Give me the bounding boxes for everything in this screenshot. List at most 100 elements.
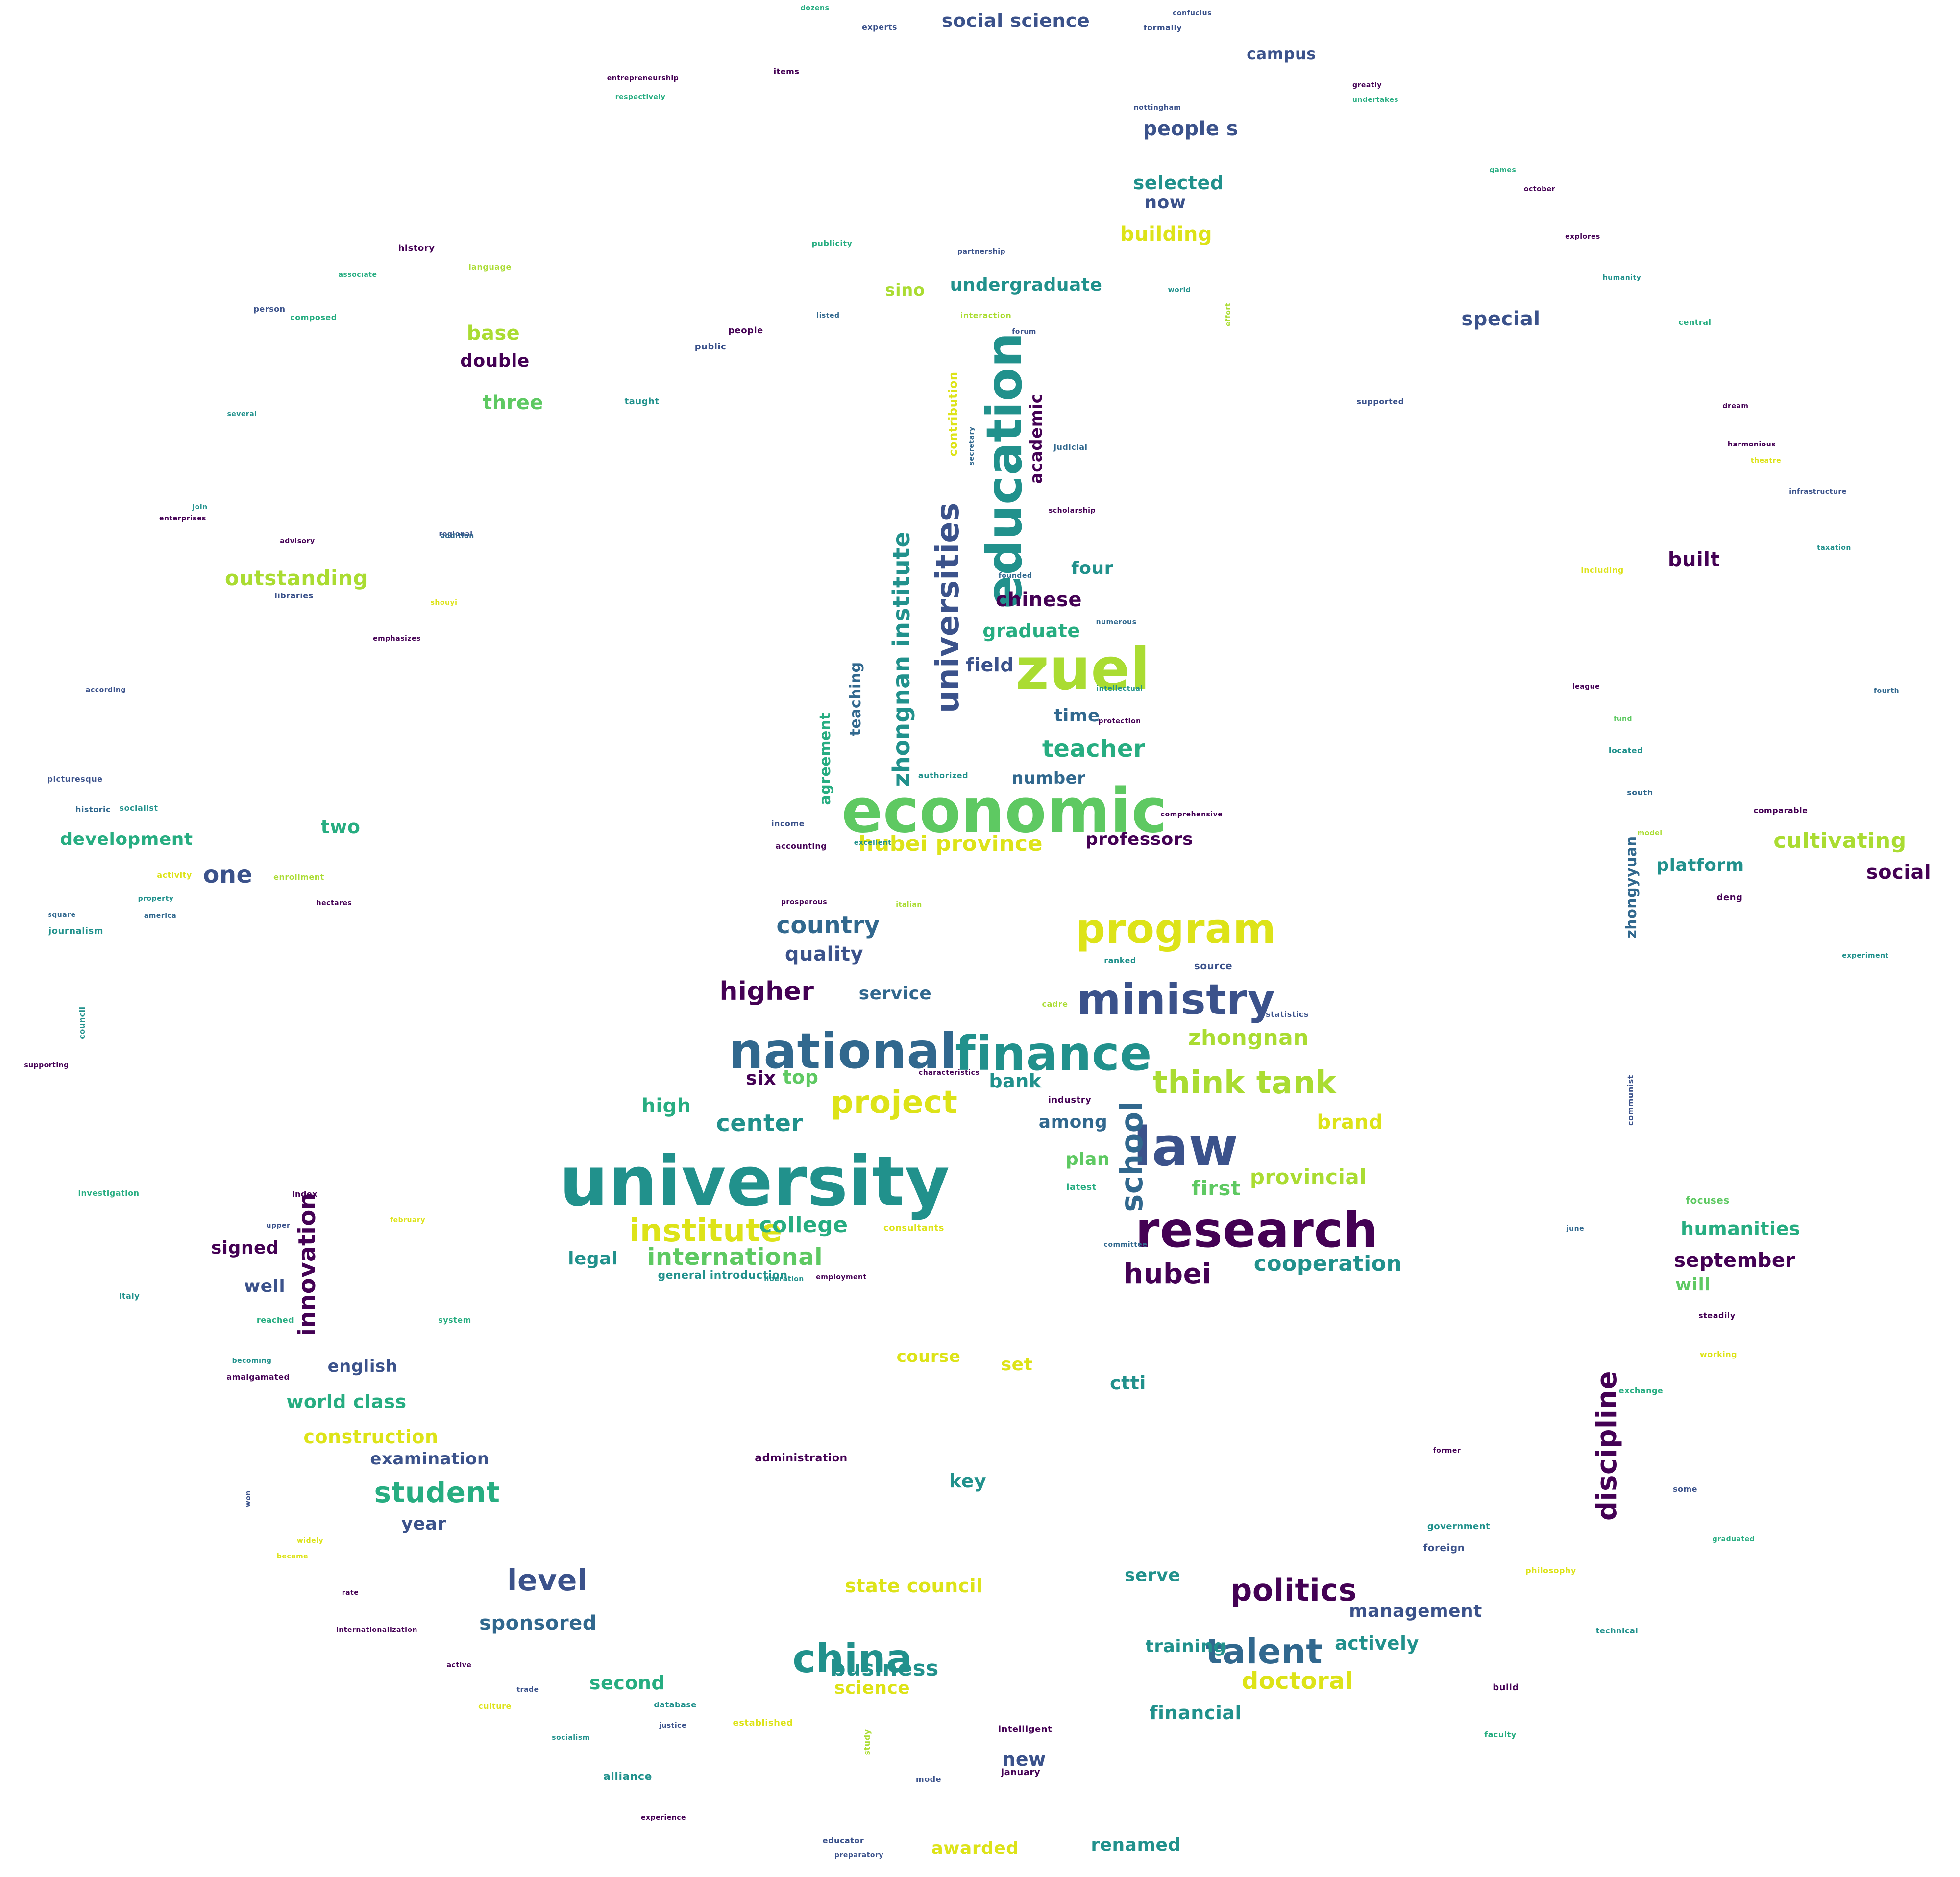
word-three: three (482, 392, 544, 414)
word-central: central (1678, 318, 1712, 327)
word-items: items (773, 67, 800, 76)
word-taxation: taxation (1817, 544, 1851, 552)
word-partnership: partnership (957, 248, 1006, 256)
word-shouyi: shouyi (430, 599, 458, 607)
word-new: new (1002, 1749, 1046, 1770)
word-widely: widely (296, 1537, 324, 1545)
word-legal: legal (568, 1249, 618, 1269)
word-zhongyyuan: zhongyyuan (1623, 836, 1640, 938)
word-first: first (1191, 1176, 1241, 1200)
word-person: person (253, 304, 286, 314)
word-authorized: authorized (918, 771, 969, 780)
word-foreign: foreign (1423, 1542, 1465, 1554)
word-harmonious: harmonious (1727, 441, 1776, 448)
word-numerous: numerous (1096, 618, 1137, 626)
word-cooperation: cooperation (1253, 1251, 1402, 1276)
word-employment: employment (816, 1273, 867, 1281)
word-steadily: steadily (1698, 1311, 1736, 1320)
word-consultants: consultants (883, 1223, 944, 1233)
word-zhongnan: zhongnan (1188, 1025, 1309, 1050)
word-field: field (965, 654, 1014, 676)
word-law: law (1133, 1115, 1239, 1178)
word-publicity: publicity (811, 239, 853, 248)
word-trade: trade (516, 1686, 539, 1694)
word-culture: culture (478, 1702, 512, 1711)
word-interaction: interaction (960, 311, 1012, 320)
word-china: china (792, 1636, 913, 1681)
word-nottingham: nottingham (1133, 104, 1181, 112)
word-secretary: secretary (968, 426, 976, 466)
word-language: language (468, 262, 512, 272)
word-council: council (77, 1006, 87, 1039)
word-special: special (1461, 308, 1541, 330)
word-higher: higher (719, 977, 814, 1006)
word-zuel: zuel (1015, 635, 1151, 703)
word-model: model (1637, 829, 1663, 837)
word-libraries: libraries (274, 591, 314, 600)
word-general-introduction: general introduction (658, 1269, 788, 1282)
word-picturesque: picturesque (47, 774, 103, 784)
word-country: country (776, 912, 880, 939)
word-associate: associate (338, 271, 377, 279)
word-characteristics: characteristics (918, 1069, 980, 1077)
word-communist: communist (1626, 1075, 1635, 1126)
word-upper: upper (266, 1222, 291, 1230)
word-universities: universities (930, 502, 966, 713)
word-administration: administration (755, 1452, 848, 1464)
word-six: six (746, 1067, 776, 1089)
word-theatre: theatre (1750, 457, 1782, 465)
word-league: league (1572, 683, 1600, 691)
word-base: base (466, 322, 520, 345)
word-service: service (858, 984, 932, 1004)
word-income: income (771, 819, 805, 828)
word-hubei: hubei (1124, 1258, 1212, 1290)
word-sponsored: sponsored (479, 1612, 597, 1634)
word-experience: experience (640, 1814, 686, 1822)
word-serve: serve (1125, 1565, 1180, 1585)
word-february: february (390, 1216, 425, 1224)
word-chinese: chinese (996, 589, 1082, 611)
word-public: public (694, 342, 727, 352)
word-history: history (398, 243, 435, 253)
word-respectively: respectively (615, 93, 666, 101)
word-games: games (1489, 166, 1517, 174)
word-graduate: graduate (982, 620, 1080, 642)
word-will: will (1675, 1275, 1711, 1295)
word-advisory: advisory (280, 537, 315, 545)
word-course: course (896, 1347, 961, 1366)
word-professors: professors (1085, 829, 1194, 849)
word-committee: committee (1103, 1241, 1148, 1249)
word-established: established (733, 1718, 793, 1728)
word-italy: italy (119, 1291, 140, 1301)
word-outstanding: outstanding (224, 566, 368, 590)
word-people: people (728, 325, 763, 336)
word-cadre: cadre (1042, 999, 1068, 1009)
word-reached: reached (256, 1315, 294, 1325)
word-social: social (1866, 861, 1932, 884)
word-ctti: ctti (1110, 1372, 1146, 1394)
word-explores: explores (1565, 233, 1600, 241)
word-training: training (1145, 1636, 1226, 1656)
word-internationalization: internationalization (336, 1626, 418, 1634)
word-brand: brand (1317, 1111, 1383, 1134)
word-supported: supported (1356, 397, 1404, 406)
word-accounting: accounting (775, 841, 827, 851)
word-sino: sino (885, 280, 925, 300)
word-international: international (647, 1243, 823, 1271)
word-former: former (1433, 1447, 1461, 1455)
word-build: build (1493, 1682, 1519, 1693)
word-socialist: socialist (119, 803, 158, 813)
word-graduated: graduated (1712, 1535, 1755, 1543)
word-rate: rate (342, 1589, 359, 1597)
word-zhongnan-institute: zhongnan institute (888, 531, 915, 787)
word-contribution: contribution (946, 371, 960, 457)
word-finance: finance (955, 1026, 1152, 1081)
word-founded: founded (998, 572, 1032, 580)
word-supporting: supporting (24, 1062, 69, 1069)
word-agreement: agreement (817, 712, 834, 805)
word-research: research (1135, 1201, 1378, 1259)
word-plan: plan (1065, 1149, 1110, 1169)
word-industry: industry (1048, 1095, 1092, 1105)
word-now: now (1144, 193, 1186, 213)
